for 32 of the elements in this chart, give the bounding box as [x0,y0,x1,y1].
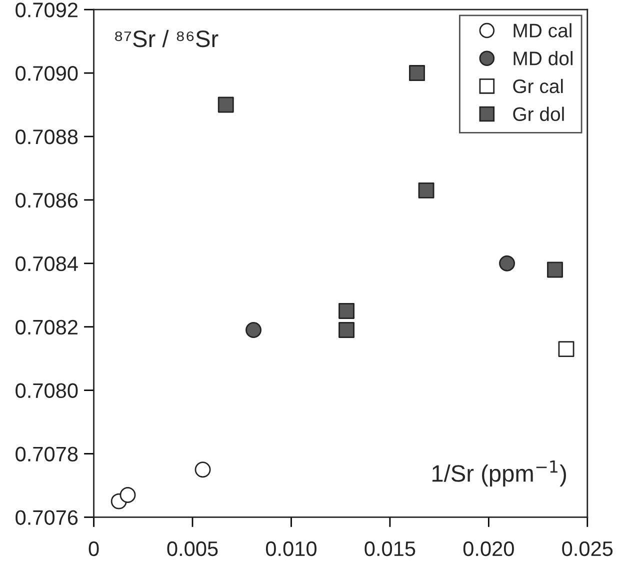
point [194,462,211,478]
y-tick-label: 0.7078 [16,446,78,462]
point [409,65,425,82]
legend-label: MD dol [514,51,572,66]
x-axis-title: 1/Sr (ppm$^{−1}$) [432,460,566,487]
y-tick-label: 0.7084 [16,256,78,272]
point [338,302,354,319]
y-tick-label: 0.7076 [16,510,78,525]
x-tick-label: 0.005 [167,541,218,556]
point [547,262,563,278]
y-tick-label: 0.7080 [16,383,78,398]
y-tick-label: 0.7082 [16,320,78,335]
y-tick-label: 0.7090 [16,66,78,81]
point [499,255,516,272]
point [120,487,136,503]
x-tick-label: 0.020 [463,541,514,556]
x-tick-label: 0.015 [364,541,416,556]
point [218,96,234,113]
y-tick-label: 0.7086 [16,192,78,208]
x-tick-label: 0.025 [562,541,613,556]
point [338,322,354,338]
y-axis-title: ⁸⁷Sr / ⁸⁶Sr [115,30,218,48]
point [558,341,574,358]
y-tick-label: 0.7088 [16,129,78,144]
legend-label: Gr dol [513,106,564,122]
legend-label: Gr cal [513,78,563,94]
point [418,182,434,198]
x-tick-label: 0.010 [266,541,316,556]
legend-label: MD cal [514,23,572,38]
x-tick-label: 0 [88,541,99,556]
y-tick-label: 0.7092 [16,2,78,18]
point [246,322,262,338]
